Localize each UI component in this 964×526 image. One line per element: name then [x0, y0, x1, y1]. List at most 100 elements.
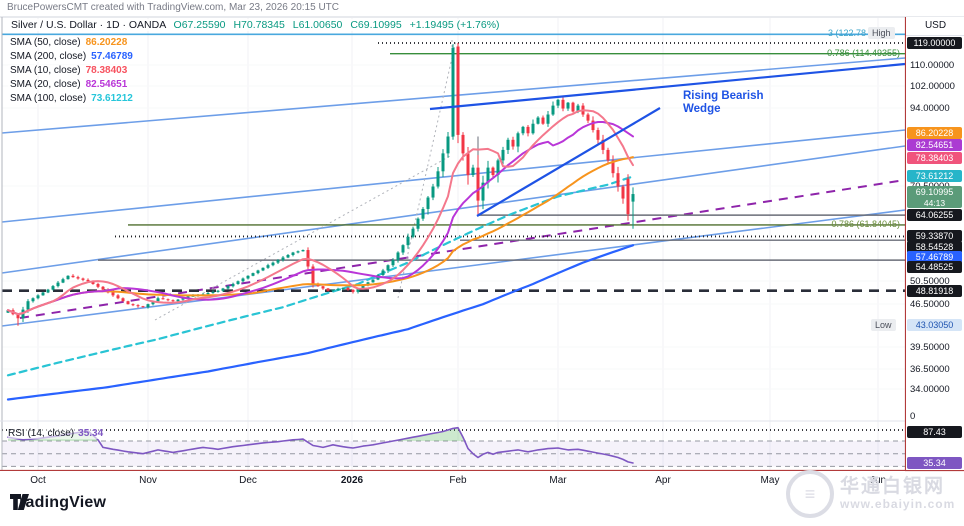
- price-tick: 39.50000: [910, 342, 950, 353]
- fib-trend-1: [154, 154, 453, 321]
- candle-body: [401, 245, 405, 253]
- symbol-title: Silver / U.S. Dollar · 1D · OANDA: [11, 19, 166, 31]
- candle-body: [236, 281, 240, 285]
- time-label-oct: Oct: [30, 475, 46, 486]
- candle-body: [486, 167, 490, 183]
- time-label-may: May: [760, 475, 780, 486]
- candle-body: [561, 99, 565, 109]
- candle-body: [556, 99, 560, 106]
- fib-786-low-label: 0.786 (61.84045): [831, 219, 900, 229]
- candle-body: [231, 284, 235, 287]
- tradingview-logo[interactable]: TradingView: [10, 494, 106, 512]
- candle-body: [291, 252, 295, 256]
- price-badge: 119.00000: [907, 37, 962, 49]
- candle-body: [426, 197, 430, 209]
- symbol-info-bar[interactable]: Silver / U.S. Dollar · 1D · OANDA O67.25…: [8, 19, 503, 31]
- candle-body: [491, 167, 495, 176]
- time-axis[interactable]: Oct Nov Dec 2026 Feb Mar Apr May Jun: [0, 471, 905, 489]
- candle-body: [131, 304, 135, 306]
- candle-body: [451, 47, 455, 137]
- candle-body: [151, 301, 155, 305]
- price-badge: 78.38403: [907, 152, 962, 164]
- candle-body: [366, 282, 370, 286]
- price-tick: 34.00000: [910, 384, 950, 395]
- candle-body: [551, 105, 555, 115]
- candle-body: [411, 228, 415, 237]
- candle-body: [336, 288, 340, 290]
- candle-body: [566, 102, 570, 109]
- price-tick: 36.50000: [910, 364, 950, 375]
- candle-body: [251, 273, 255, 276]
- candle-body: [541, 117, 545, 124]
- legend-sma-200[interactable]: SMA (200, close) 57.46789: [8, 51, 135, 62]
- candle-body: [601, 139, 605, 150]
- rsi-legend[interactable]: RSI (14, close) 35.34: [8, 428, 104, 439]
- price-tick: 102.00000: [910, 81, 955, 92]
- candle-body: [546, 114, 550, 124]
- price-badge: 54.48525: [907, 261, 962, 273]
- price-tick: 110.00000: [910, 60, 955, 71]
- legend-sma-100[interactable]: SMA (100, close) 73.61212: [8, 93, 135, 104]
- candle-body: [361, 285, 365, 289]
- candle-body: [221, 288, 225, 291]
- candle-body: [51, 286, 55, 290]
- price-badge: 69.10995 44:13: [907, 186, 962, 208]
- candle-body: [616, 173, 620, 187]
- candle-body: [171, 300, 175, 302]
- candle-body: [416, 218, 420, 229]
- legend-sma-10[interactable]: SMA (10, close) 78.38403: [8, 65, 130, 76]
- candle-body: [511, 139, 515, 147]
- watermark-logo-icon: ≡: [786, 470, 834, 518]
- candle-body: [331, 289, 335, 291]
- candle-body: [26, 301, 30, 310]
- time-label-nov: Nov: [139, 475, 157, 486]
- fib-trend-2: [397, 39, 457, 299]
- price-badge: 35.34: [907, 457, 962, 469]
- currency-label: USD: [906, 20, 964, 36]
- candle-body: [46, 289, 50, 293]
- candle-body: [591, 120, 595, 131]
- candle-body: [586, 114, 590, 121]
- candle-body: [186, 296, 190, 299]
- candle-body: [476, 167, 480, 201]
- fib-extension-label: 3 (122.78: [827, 28, 866, 38]
- sma-50-line: [7, 156, 634, 316]
- price-badge: 64.06255: [907, 209, 962, 221]
- time-label-mar: Mar: [549, 475, 567, 486]
- price-badge: 59.33870: [907, 230, 962, 242]
- candle-body: [211, 291, 215, 294]
- rsi-line: [7, 426, 634, 464]
- wedge-lower: [476, 107, 661, 217]
- time-label-2026: 2026: [340, 475, 364, 486]
- candle-body: [286, 255, 290, 258]
- candle-body: [86, 279, 90, 282]
- price-axis[interactable]: USD 119.00000 110.00000 102.00000 94.00000 8…: [905, 17, 964, 470]
- candle-body: [506, 139, 510, 150]
- price-badge: 57.46789: [907, 251, 962, 263]
- candle-body: [81, 278, 85, 280]
- candle-body: [526, 126, 530, 134]
- candle-body: [501, 149, 505, 161]
- high-value: H70.78345: [233, 19, 285, 31]
- candle-body: [296, 251, 300, 253]
- candle-body: [271, 262, 275, 266]
- candle-body: [61, 279, 65, 283]
- price-tick: 0: [910, 411, 916, 422]
- candle-body: [141, 306, 145, 308]
- candle-body: [606, 149, 610, 161]
- legend-sma-20[interactable]: SMA (20, close) 82.54651: [8, 79, 130, 90]
- channel-line-3: [1, 145, 906, 274]
- wedge-annotation: Rising Bearish Wedge: [683, 90, 764, 115]
- tradingview-wordmark: TradingView: [10, 494, 107, 511]
- candle-body: [381, 270, 385, 275]
- candle-body: [301, 250, 305, 252]
- candle-body: [391, 260, 395, 266]
- candle-body: [516, 133, 520, 147]
- candle-body: [276, 260, 280, 263]
- close-value: C69.10995: [350, 19, 402, 31]
- legend-sma-50[interactable]: SMA (50, close) 86.20228: [8, 37, 130, 48]
- time-label-feb: Feb: [449, 475, 467, 486]
- candle-body: [471, 167, 475, 176]
- candle-body: [496, 160, 500, 176]
